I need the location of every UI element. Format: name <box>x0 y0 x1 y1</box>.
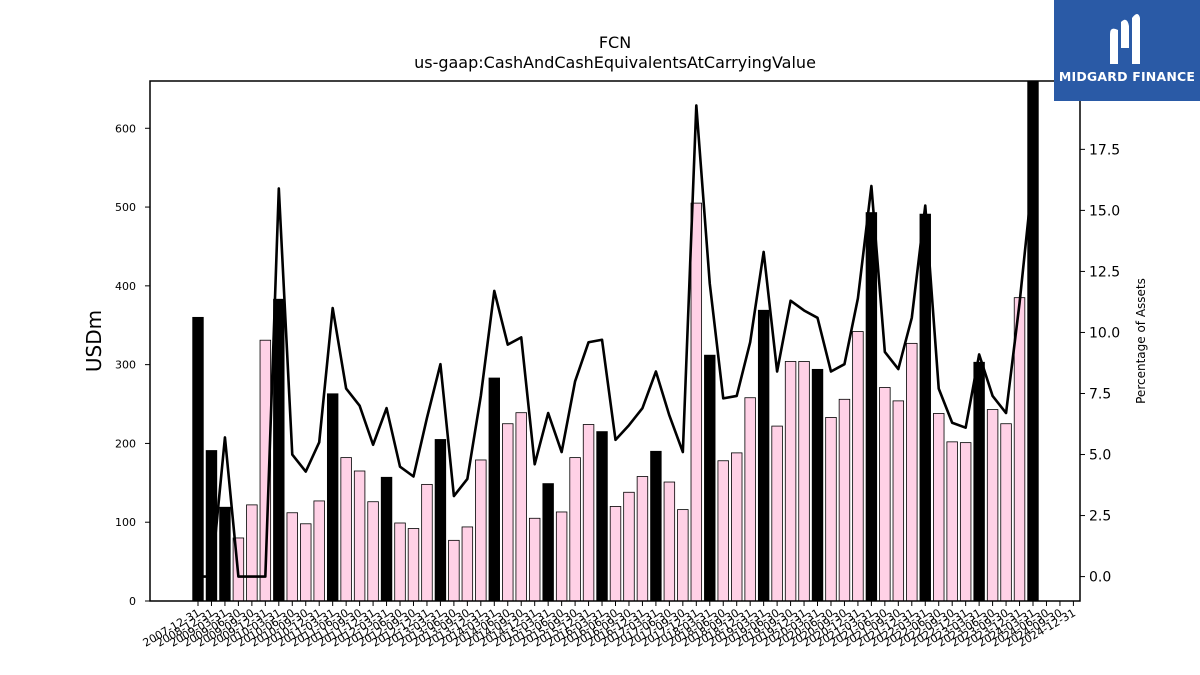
bar-2016-06-30 <box>609 506 622 602</box>
bar-2018-12-31 <box>744 397 756 602</box>
y2-tick-label-5.0: 5.0 <box>1089 448 1111 464</box>
bar-2016-03-31 <box>596 431 608 602</box>
bar-2021-03-31 <box>865 212 878 602</box>
bar-2013-09-30 <box>461 526 474 602</box>
y2-tick-label-7.5: 7.5 <box>1089 386 1111 402</box>
bar-2023-06-30 <box>986 409 999 602</box>
midgard-logo-icon <box>1110 14 1140 65</box>
y2-tick-label-17.5: 17.5 <box>1089 142 1120 158</box>
bar-2010-03-31 <box>273 298 285 602</box>
bar-2019-09-30 <box>784 361 797 602</box>
bar-2011-06-30 <box>340 457 352 602</box>
bar-2009-09-30 <box>246 504 258 602</box>
bar-2016-09-30 <box>623 491 635 602</box>
bar-2018-03-31 <box>704 354 716 602</box>
bar-2020-03-31 <box>811 368 824 602</box>
bar-2022-09-30 <box>946 441 958 602</box>
bar-2014-12-31 <box>528 517 541 602</box>
y-tick-label-200: 200 <box>115 437 136 450</box>
y2-tick-label-10.0: 10.0 <box>1089 325 1120 341</box>
bar-2020-06-30 <box>825 417 837 602</box>
bar-2021-09-30 <box>892 400 905 602</box>
bar-2018-06-30 <box>717 460 729 602</box>
y-axis: 0 100 200 300 400 500 600 <box>115 122 150 608</box>
y-tick-label-300: 300 <box>115 359 136 372</box>
bar-2013-12-31 <box>475 459 487 602</box>
bar-2022-12-31 <box>959 442 972 602</box>
bar-2012-12-31 <box>421 483 433 602</box>
bar-2024-03-31 <box>1027 80 1039 602</box>
chart-subtitle: us-gaap:CashAndCashEquivalentsAtCarrying… <box>414 53 816 72</box>
y2-tick-label-0.0: 0.0 <box>1089 570 1111 586</box>
bar-2019-06-30 <box>771 425 783 602</box>
bar-2012-09-30 <box>407 528 420 602</box>
y2-tick-label-2.5: 2.5 <box>1089 509 1111 525</box>
bar-2011-03-31 <box>326 393 339 602</box>
bar-2019-12-31 <box>798 361 810 602</box>
bar-2018-09-30 <box>731 452 743 602</box>
bar-2017-09-30 <box>677 509 689 602</box>
bar-2023-09-30 <box>1000 423 1012 602</box>
bar-2014-09-30 <box>515 412 527 602</box>
y-tick-label-100: 100 <box>115 516 136 529</box>
bar-2011-09-30 <box>353 470 366 602</box>
y-tick-label-400: 400 <box>115 280 136 293</box>
bar-2023-03-31 <box>973 361 985 602</box>
bar-2011-12-31 <box>367 501 379 602</box>
bar-2007-12-31 <box>192 316 204 602</box>
bar-2017-12-31 <box>690 202 703 602</box>
bar-2015-06-30 <box>555 511 568 602</box>
bar-2017-06-30 <box>663 481 676 602</box>
percentage-line <box>198 104 1035 578</box>
bar-2009-03-31 <box>219 506 231 602</box>
midgard-finance-logo: MIDGARD FINANCE <box>1054 0 1200 101</box>
bar-2012-03-31 <box>380 476 393 602</box>
y-tick-label-500: 500 <box>115 201 136 214</box>
line-group <box>198 104 1035 578</box>
bar-group <box>192 80 1039 602</box>
bar-2019-03-31 <box>757 309 770 602</box>
bar-2022-06-30 <box>933 413 945 602</box>
y-axis-label: USDm <box>82 310 106 372</box>
y2-tick-label-15.0: 15.0 <box>1089 203 1120 219</box>
y-tick-label-0: 0 <box>129 595 136 608</box>
chart-title: FCN <box>599 33 631 52</box>
bar-2021-12-31 <box>906 342 918 602</box>
bar-2021-06-30 <box>879 387 891 602</box>
bar-2013-03-31 <box>434 439 447 602</box>
bar-2010-06-30 <box>286 512 298 602</box>
bar-2020-09-30 <box>838 398 851 602</box>
bar-2014-03-31 <box>488 377 500 602</box>
y2-axis: 0.0 2.5 5.0 7.5 10.0 12.5 15.0 17.5 <box>1080 142 1120 586</box>
bar-2020-12-31 <box>852 331 864 602</box>
y2-axis-label: Percentage of Assets <box>1134 278 1148 404</box>
bar-2012-06-30 <box>394 522 406 602</box>
bar-2010-09-30 <box>300 523 312 602</box>
logo-text: MIDGARD FINANCE <box>1058 69 1196 84</box>
bar-2016-12-31 <box>636 476 649 602</box>
bar-2015-09-30 <box>569 457 581 602</box>
y-tick-label-600: 600 <box>115 122 136 135</box>
bar-2015-03-31 <box>542 483 554 602</box>
bar-2014-06-30 <box>502 423 514 602</box>
bar-2013-06-30 <box>448 539 460 602</box>
bar-2010-12-31 <box>313 500 325 602</box>
bar-2015-12-31 <box>582 424 595 602</box>
x-axis: 2007-12-312008-12-312009-03-312009-06-30… <box>141 601 1078 650</box>
bar-2017-03-31 <box>650 450 662 602</box>
y2-tick-label-12.5: 12.5 <box>1089 264 1120 280</box>
